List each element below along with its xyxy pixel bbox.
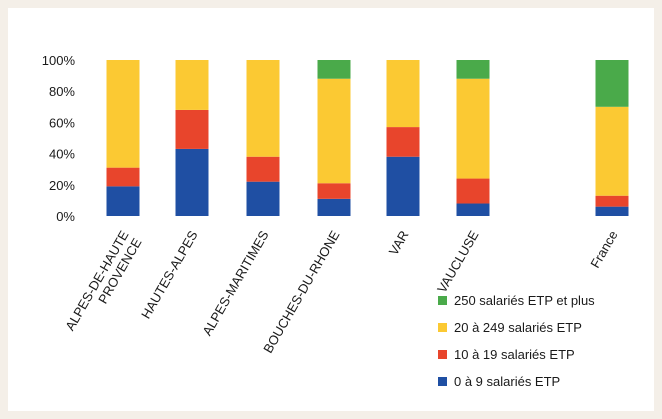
bar-segment xyxy=(386,127,420,157)
bar-segment xyxy=(595,195,629,207)
category-label: HAUTES-ALPES xyxy=(138,228,201,321)
category-label: ALPES-MARITIMES xyxy=(199,228,271,338)
bar-segment xyxy=(595,106,629,196)
legend-swatch xyxy=(438,377,447,386)
bar-segment xyxy=(386,156,420,216)
bar-segment xyxy=(175,148,209,216)
bar-segment xyxy=(246,60,280,157)
legend-label: 20 à 249 salariés ETP xyxy=(454,320,582,335)
bar-segment xyxy=(246,181,280,216)
y-tick-label: 40% xyxy=(49,147,75,162)
bars xyxy=(106,60,629,216)
bar-segment xyxy=(175,109,209,149)
category-label: VAUCLUSE xyxy=(434,228,482,296)
legend: 250 salariés ETP et plus 20 à 249 salarié… xyxy=(438,293,595,389)
legend-swatch xyxy=(438,323,447,332)
bar-segment xyxy=(595,60,629,107)
y-tick-label: 100% xyxy=(42,53,76,68)
y-tick-label: 0% xyxy=(56,209,75,224)
bar-segment xyxy=(456,178,490,204)
category-label: ALPES-DE-HAUTEPROVENCE xyxy=(62,228,144,341)
y-axis: 0% 20% 40% 60% 80% 100% xyxy=(42,53,76,224)
chart-panel: 0% 20% 40% 60% 80% 100% ALPES-DE-HAUTEPROVENC… xyxy=(8,8,654,411)
category-label: VAR xyxy=(386,228,412,258)
bar-segment xyxy=(317,183,351,199)
legend-swatch xyxy=(438,296,447,305)
category-labels: ALPES-DE-HAUTEPROVENCEHAUTES-ALPESALPES-… xyxy=(62,228,620,356)
bar-segment xyxy=(106,60,140,168)
legend-label: 250 salariés ETP et plus xyxy=(454,293,595,308)
y-tick-label: 60% xyxy=(49,115,75,130)
bar-segment xyxy=(317,78,351,184)
y-tick-label: 80% xyxy=(49,84,75,99)
category-label: France xyxy=(587,228,620,271)
legend-swatch xyxy=(438,350,447,359)
bar-segment xyxy=(595,206,629,216)
legend-label: 0 à 9 salariés ETP xyxy=(454,374,560,389)
bar-segment xyxy=(456,60,490,79)
y-tick-label: 20% xyxy=(49,178,75,193)
bar-segment xyxy=(175,60,209,110)
bar-segment xyxy=(106,186,140,216)
bar-segment xyxy=(246,156,280,182)
stacked-bar-chart: 0% 20% 40% 60% 80% 100% ALPES-DE-HAUTEPROVENC… xyxy=(42,53,629,389)
category-label: BOUCHES-DU-RHONE xyxy=(260,228,342,356)
bar-segment xyxy=(386,60,420,128)
bar-segment xyxy=(317,60,351,79)
bar-segment xyxy=(317,198,351,216)
bar-segment xyxy=(106,167,140,187)
bar-segment xyxy=(456,78,490,179)
legend-label: 10 à 19 salariés ETP xyxy=(454,347,575,362)
bar-segment xyxy=(456,203,490,216)
